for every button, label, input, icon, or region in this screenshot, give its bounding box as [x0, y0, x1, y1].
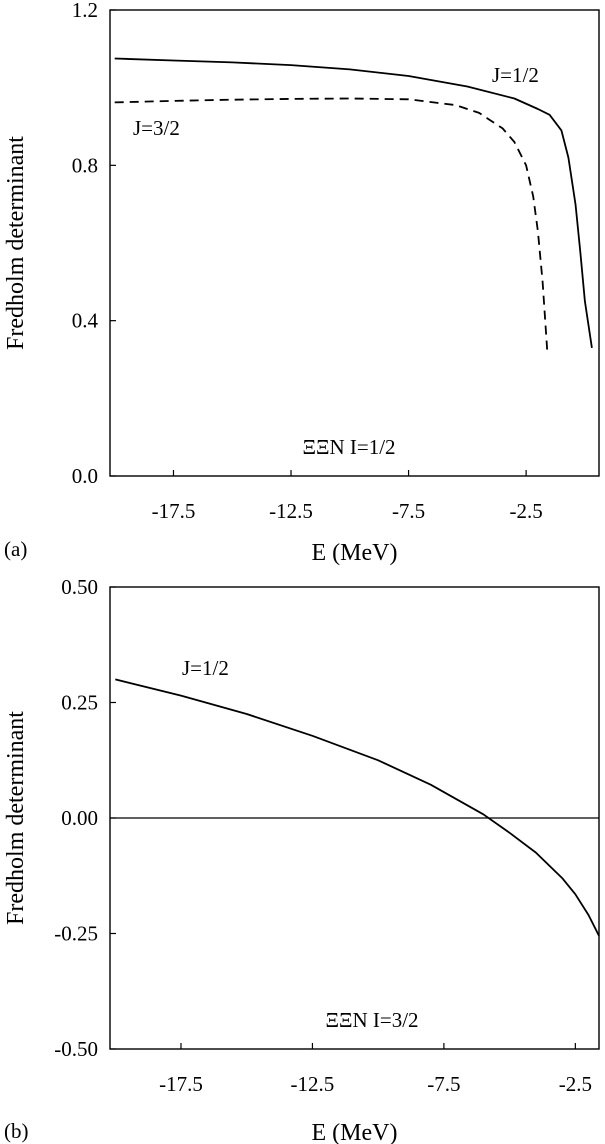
x-tick-label: -2.5 [509, 499, 542, 523]
system-annotation: ΞΞN I=3/2 [325, 1008, 418, 1032]
y-tick-label: 0.8 [72, 153, 98, 177]
y-tick-label: -0.25 [54, 922, 98, 946]
x-tick-label: -12.5 [291, 1072, 335, 1096]
panel-label: (b) [4, 1119, 29, 1143]
y-axis-title: Fredholm determinant [3, 711, 29, 925]
series-line-solid [115, 678, 600, 937]
x-axis-title: E (MeV) [312, 540, 398, 566]
y-tick-label: 1.2 [72, 0, 98, 22]
panel-label: (a) [4, 537, 27, 561]
series-label: J=3/2 [133, 116, 180, 140]
x-tick-label: -7.5 [427, 1072, 460, 1096]
x-tick-label: -17.5 [159, 1072, 203, 1096]
y-tick-label: 0.50 [61, 575, 98, 599]
x-tick-label: -7.5 [392, 499, 425, 523]
plot-frame-1 [109, 9, 600, 477]
series-line-solid [114, 57, 593, 349]
y-tick-label: 0.4 [72, 309, 99, 333]
series-label: J=1/2 [182, 656, 229, 680]
y-axis-title: Fredholm determinant [3, 136, 29, 350]
x-axis-title: E (MeV) [312, 1120, 398, 1144]
y-tick-label: -0.50 [54, 1037, 98, 1061]
system-annotation: ΞΞN I=1/2 [302, 435, 395, 459]
x-tick-label: -12.5 [269, 499, 313, 523]
x-tick-label: -2.5 [559, 1072, 592, 1096]
series-label: J=1/2 [492, 63, 539, 87]
y-tick-label: 0.25 [61, 691, 98, 715]
x-tick-label: -17.5 [152, 499, 196, 523]
y-tick-label: 0.0 [72, 464, 98, 488]
y-tick-label: 0.00 [61, 806, 98, 830]
series-line-dashed [114, 97, 549, 352]
